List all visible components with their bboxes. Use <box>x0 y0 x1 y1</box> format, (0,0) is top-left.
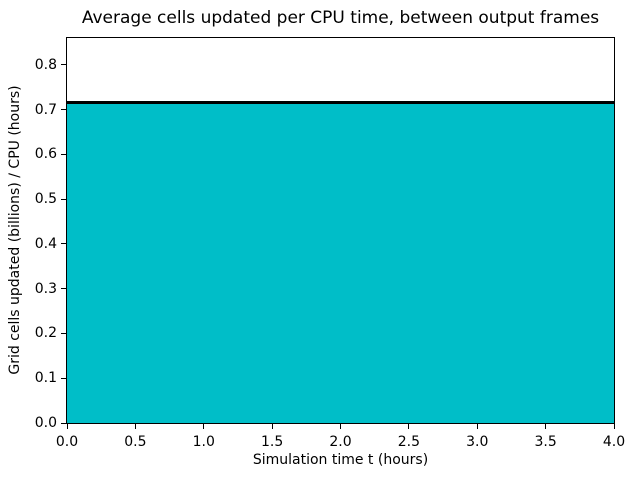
y-tick-label: 0.5 <box>34 191 57 208</box>
y-tick-label: 0.8 <box>34 56 57 73</box>
plot-area: 0.0 0.5 1.0 1.5 2.0 2.5 3.0 3.5 4.0 0.0 0.1 0.2 0.3 0… <box>35 37 625 450</box>
x-tick-label: 3.5 <box>534 434 557 450</box>
x-tick-mark <box>340 424 341 429</box>
chart-title: Average cells updated per CPU time, betw… <box>81 8 600 28</box>
y-tick-mark <box>61 332 66 334</box>
x-tick-mark <box>203 424 205 429</box>
y-tick-mark <box>61 243 66 245</box>
x-tick-mark <box>134 424 136 429</box>
y-tick-mark <box>61 109 66 111</box>
x-tick-mark <box>476 424 478 429</box>
y-tick-label: 0.7 <box>34 101 57 118</box>
x-axis-label: Simulation time t (hours) <box>252 452 429 468</box>
y-tick-mark <box>61 422 66 424</box>
y-tick-mark <box>61 198 66 200</box>
y-tick-label: 0.6 <box>34 146 57 163</box>
x-tick-label: 2.5 <box>397 434 421 450</box>
area-series-fill <box>67 100 614 423</box>
y-tick-label: 0.0 <box>34 415 57 431</box>
y-tick-mark <box>61 288 66 290</box>
y-tick-label: 0.4 <box>34 235 57 252</box>
x-tick-label: 3.0 <box>466 434 489 450</box>
x-tick-label: 1.5 <box>260 434 284 450</box>
y-axis-label: Grid cells updated (billions) / CPU (hou… <box>7 85 23 375</box>
y-tick-mark <box>61 64 66 66</box>
x-tick-mark <box>271 424 273 429</box>
y-tick-label: 0.3 <box>34 280 57 297</box>
x-tick-mark <box>613 424 615 429</box>
x-tick-label: 1.0 <box>192 434 215 450</box>
y-tick-mark <box>61 377 66 379</box>
y-tick-label: 0.2 <box>34 325 57 342</box>
x-tick-mark <box>545 424 547 429</box>
x-tick-label: 0.0 <box>55 434 79 450</box>
x-tick-label: 2.0 <box>329 434 352 450</box>
x-tick-label: 0.5 <box>124 434 147 450</box>
y-tick-mark <box>61 153 66 155</box>
x-tick-label: 4.0 <box>602 434 626 450</box>
x-tick-mark <box>408 424 410 429</box>
y-tick-label: 0.1 <box>34 370 57 387</box>
x-tick-mark <box>66 424 68 429</box>
